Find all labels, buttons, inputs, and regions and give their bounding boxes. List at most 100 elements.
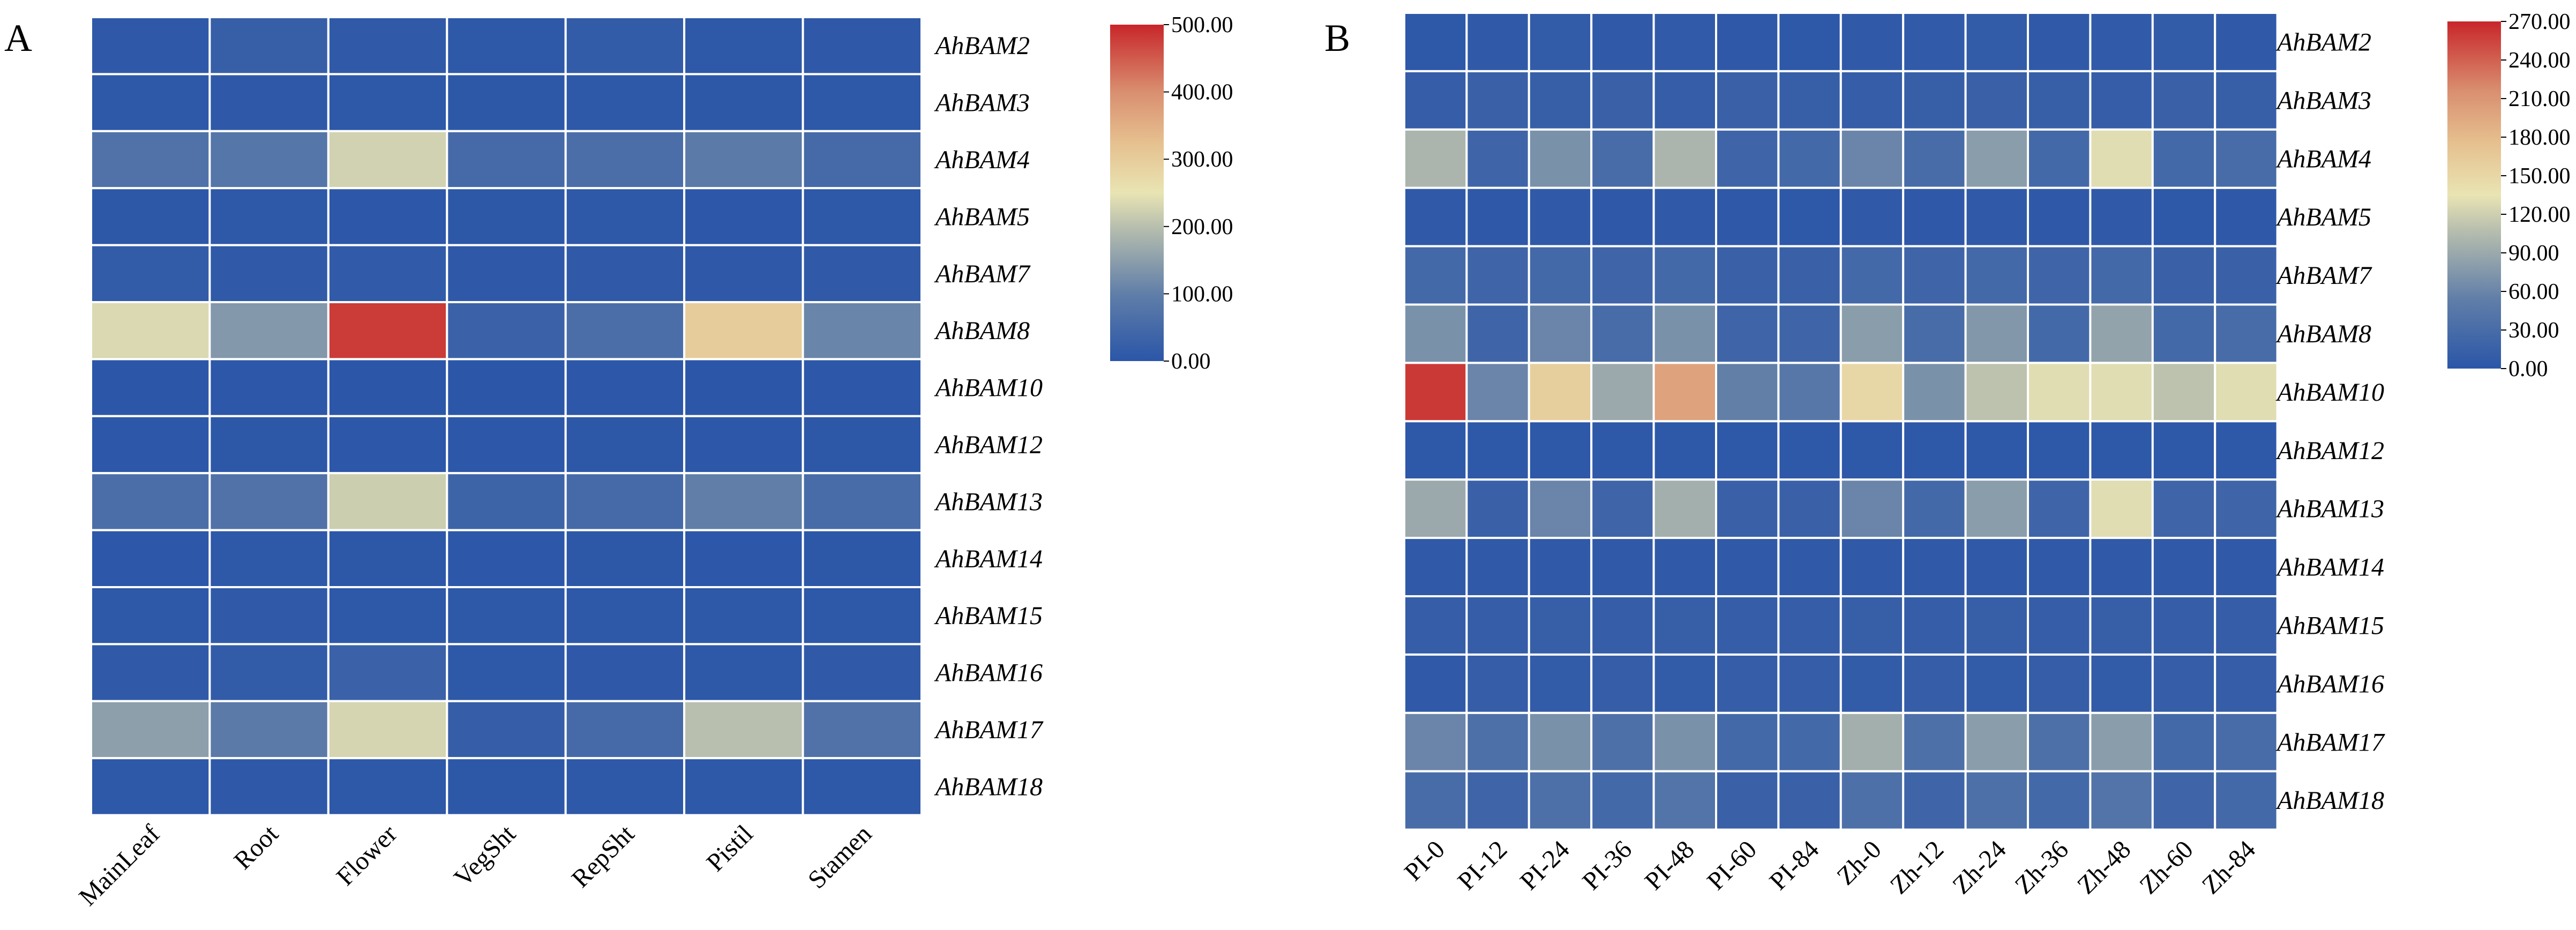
heatmap-cell [1964, 595, 2030, 656]
heatmap-cell [1590, 245, 1655, 306]
heatmap-cell [564, 130, 686, 190]
heatmap-cell [1652, 303, 1718, 364]
row-label: AhBAM12 [2275, 437, 2384, 465]
panel-label-a: A [4, 17, 32, 59]
heatmap-cell [1715, 128, 1780, 189]
row-label: AhBAM8 [934, 317, 1030, 345]
heatmap-cell [2027, 420, 2092, 481]
column-label: Zh-24 [1947, 835, 2011, 899]
heatmap-cell [564, 757, 686, 816]
heatmap-cell [1902, 362, 1967, 423]
heatmap-cell [2027, 595, 2092, 656]
heatmap-cell [1590, 595, 1655, 656]
heatmap-cell [802, 301, 923, 361]
heatmap-cell [1964, 186, 2030, 248]
heatmap-a-column-labels: MainLeaf Root Flower VegSht RepSht Pistil Stam… [73, 819, 877, 911]
colorbar-tick-label: 180.00 [2508, 125, 2571, 150]
row-label: AhBAM2 [2275, 28, 2371, 57]
heatmap-cell [2089, 70, 2154, 131]
heatmap-cell [1902, 70, 1967, 131]
heatmap-cell [1590, 362, 1655, 423]
row-label: AhBAM14 [2275, 553, 2384, 582]
heatmap-cell [1527, 12, 1593, 72]
heatmap-cell [327, 244, 448, 304]
heatmap-cell [683, 187, 804, 246]
colorbar-tick-label: 150.00 [2508, 164, 2571, 189]
heatmap-cell [2214, 770, 2279, 831]
heatmap-cell [1902, 303, 1967, 364]
heatmap-cell [683, 130, 804, 190]
heatmap-cell [1590, 186, 1655, 248]
colorbar-tick-label: 500.00 [1171, 13, 1233, 38]
heatmap-cell [446, 643, 567, 702]
heatmap-cell [1403, 770, 1468, 831]
heatmap-cell [2027, 770, 2092, 831]
heatmap-cell [1527, 420, 1593, 481]
heatmap-cell [2089, 595, 2154, 656]
column-label: Zh-60 [2134, 835, 2198, 899]
heatmap-cell [1777, 303, 1842, 364]
heatmap-cell [2027, 478, 2092, 539]
heatmap-a-row-labels: AhBAM2 AhBAM3 AhBAM4 AhBAM5 AhBAM7 AhBAM8 AhBA… [934, 32, 1044, 801]
heatmap-cell [2089, 186, 2154, 248]
row-label: AhBAM3 [2275, 86, 2371, 115]
heatmap-cell [446, 415, 567, 475]
row-label: AhBAM13 [2275, 495, 2384, 523]
heatmap-cell [2151, 245, 2216, 306]
heatmap-cell [2151, 12, 2216, 72]
heatmap-cell [2027, 12, 2092, 72]
heatmap-cell [1964, 770, 2030, 831]
heatmap-cell [1839, 70, 1905, 131]
heatmap-cell [1403, 362, 1468, 423]
heatmap-cell [208, 472, 330, 531]
heatmap-cell [2027, 70, 2092, 131]
heatmap-cell [1465, 478, 1530, 539]
heatmap-cell [1839, 245, 1905, 306]
heatmap-cell [208, 757, 330, 816]
heatmap-cell [1652, 711, 1718, 772]
heatmap-cell [1590, 653, 1655, 714]
heatmap-cell [90, 415, 211, 475]
heatmap-cell [327, 73, 448, 132]
heatmap-cell [1465, 653, 1530, 714]
colorbar-tick-label: 210.00 [2508, 87, 2571, 111]
heatmap-cell [1527, 595, 1593, 656]
heatmap-cell [1403, 420, 1468, 481]
heatmap-cell [2151, 653, 2216, 714]
heatmap-cell [1590, 12, 1655, 72]
heatmap-cell [1715, 537, 1780, 597]
heatmap-cell [446, 73, 567, 132]
heatmap-cell [1527, 711, 1593, 772]
colorbar-tick-label: 0.00 [2508, 357, 2548, 381]
heatmap-cell [2151, 537, 2216, 597]
heatmap-cell [2151, 770, 2216, 831]
heatmap-cell [2151, 128, 2216, 189]
colorbar-tick-label: 30.00 [2508, 318, 2559, 343]
column-label: Zh-48 [2072, 835, 2136, 899]
heatmap-cell [327, 757, 448, 816]
heatmap-cell [327, 700, 448, 760]
heatmap-cell [1465, 128, 1530, 189]
heatmap-cell [2214, 12, 2279, 72]
heatmap-cell [2214, 70, 2279, 131]
row-label: AhBAM4 [934, 146, 1030, 174]
row-label: AhBAM2 [934, 32, 1030, 60]
heatmap-cell [2214, 420, 2279, 481]
row-label: AhBAM7 [2275, 261, 2372, 290]
heatmap-cell [1777, 595, 1842, 656]
heatmap-cell [2027, 186, 2092, 248]
heatmap-cell [90, 358, 211, 417]
heatmap-cell [1465, 711, 1530, 772]
heatmap-cell [1527, 478, 1593, 539]
row-label: AhBAM10 [934, 374, 1043, 402]
heatmap-cell [90, 586, 211, 646]
colorbar-tick-label: 240.00 [2508, 48, 2571, 73]
heatmap-cell [1964, 128, 2030, 189]
heatmap-cell [1777, 245, 1842, 306]
row-label: AhBAM5 [934, 202, 1030, 231]
heatmap-cell [1652, 245, 1718, 306]
heatmap-cell [1652, 653, 1718, 714]
row-label: AhBAM12 [934, 431, 1043, 459]
heatmap-cell [2027, 362, 2092, 423]
colorbar-tick-label: 400.00 [1171, 80, 1233, 105]
